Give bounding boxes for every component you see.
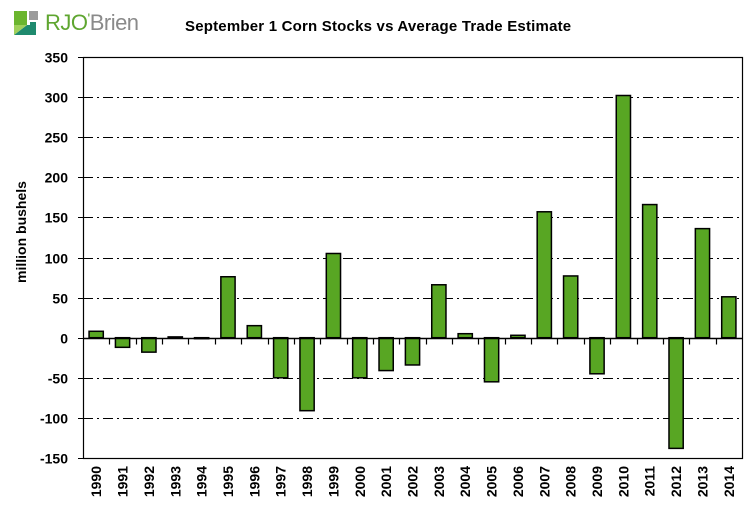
x-tick-labels: 1990 1991 1992 1993 1994 1995 1996 1997 1998 1999… [88, 466, 737, 497]
logo-text: RJO'Brien [45, 10, 139, 36]
x-tick-label: 2014 [721, 466, 737, 497]
bar-2004 [457, 332, 474, 339]
x-tick-label: 1997 [273, 466, 289, 497]
bar-2007 [536, 211, 553, 339]
x-tick-label: 2003 [431, 466, 447, 497]
x-tick-label: 1990 [88, 466, 104, 497]
rjobrien-logo: RJO'Brien [14, 10, 139, 36]
bars [88, 94, 737, 450]
y-tick-label: 150 [45, 210, 69, 226]
x-tick-label: 1996 [246, 466, 262, 497]
y-tick-label: 250 [45, 130, 69, 146]
bar-2008 [562, 275, 579, 339]
bar-2003 [430, 284, 447, 339]
x-tick-label: 1992 [141, 466, 157, 497]
x-tick-label: 2004 [457, 466, 473, 497]
logo-mark-icon [14, 11, 42, 35]
bar-2011 [641, 203, 658, 339]
x-tick-label: 1999 [325, 466, 341, 497]
x-tick-label: 1993 [167, 466, 183, 497]
logo-brien: Brien [89, 10, 139, 35]
x-tick-label: 2000 [352, 466, 368, 497]
bar-1998 [299, 336, 315, 412]
x-tick-label: 1998 [299, 466, 315, 497]
bar-2010 [615, 94, 632, 339]
bar-2013 [694, 227, 711, 339]
x-tick-label: 1995 [220, 466, 236, 497]
x-tick-label: 2008 [563, 466, 579, 497]
gridlines [83, 97, 742, 419]
bar-2002 [404, 336, 421, 366]
bar-1991 [114, 336, 131, 349]
axes [78, 56, 744, 460]
y-tick-label: 200 [45, 170, 69, 186]
y-tick-label: 300 [45, 90, 69, 106]
y-tick-label: 50 [52, 291, 68, 307]
y-tick-label: -100 [40, 411, 68, 427]
x-tick-label: 2001 [378, 466, 394, 497]
y-tick-label: -150 [40, 451, 68, 467]
x-tick-label: 2013 [694, 466, 710, 497]
x-tick-label: 1994 [194, 466, 210, 497]
y-tick-label: 350 [45, 50, 69, 66]
bar-1993 [167, 336, 184, 339]
bar-1990 [88, 330, 105, 339]
logo-apostrophe: ' [87, 10, 91, 26]
bar-2000 [351, 336, 368, 379]
x-tick-label: 2007 [536, 466, 552, 497]
x-tick-label: 2012 [668, 466, 684, 497]
y-tick-labels: -150 -100 -50 0 50 100 150 200 250 300 350 [40, 50, 68, 467]
bar-2009 [589, 336, 605, 375]
logo-rjo: RJO [45, 10, 88, 35]
x-tick-label: 2010 [615, 466, 631, 497]
bar-1992 [141, 336, 157, 353]
bar-2014 [720, 296, 737, 339]
x-tick-label: 2005 [484, 466, 500, 497]
x-tick-label: 2011 [642, 466, 658, 497]
y-tick-label: 100 [45, 251, 69, 267]
bar-2001 [378, 336, 395, 372]
bar-1996 [246, 324, 263, 339]
plot-frame [82, 56, 744, 460]
x-tick-label: 2006 [510, 466, 526, 497]
chart-title: September 1 Corn Stocks vs Average Trade… [185, 18, 572, 35]
bar-1995 [220, 275, 236, 339]
y-tick-label: 0 [60, 331, 68, 347]
bar-1997 [272, 336, 289, 379]
x-tick-label: 2002 [405, 466, 421, 497]
bar-2012 [668, 336, 684, 450]
y-axis-title: million bushels [13, 181, 29, 283]
bar-2006 [510, 334, 526, 339]
x-tick-label: 1991 [115, 466, 131, 497]
bar-2005 [483, 336, 500, 383]
y-tick-label: -50 [48, 371, 68, 387]
x-tick-label: 2009 [589, 466, 605, 497]
bar-1999 [325, 252, 342, 339]
